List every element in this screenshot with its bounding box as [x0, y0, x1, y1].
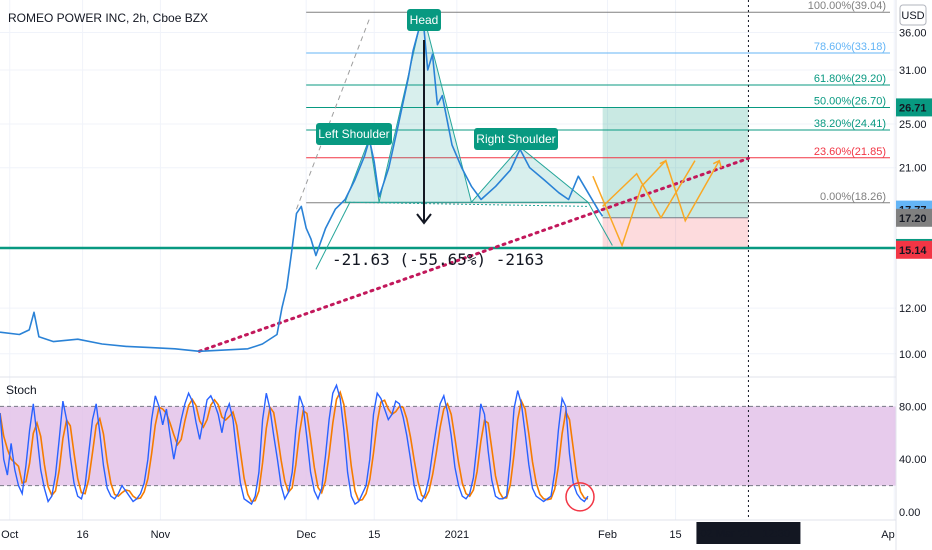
- price-tick-label: 31.00: [899, 65, 927, 77]
- time-tick-label: 16: [76, 529, 88, 541]
- left-shoulder-label-label: Left Shoulder: [318, 127, 389, 141]
- price-axis-label: 26.71: [896, 98, 932, 117]
- trend-line[interactable]: [197, 156, 750, 353]
- right-shoulder-label-label: Right Shoulder: [476, 132, 555, 146]
- right-shoulder-label[interactable]: Right Shoulder: [474, 128, 558, 150]
- price-tick-label: 36.00: [899, 28, 927, 40]
- stochastic-pane: [0, 383, 896, 512]
- left-shoulder-label-bg: [316, 123, 392, 145]
- time-axis-ticks: Oct 16 Nov Dec 15 2021 Feb 15 Ap: [1, 529, 895, 541]
- time-tick-label: Dec: [296, 529, 316, 541]
- neckline[interactable]: [345, 201, 589, 207]
- head-label[interactable]: Head: [407, 9, 441, 31]
- projection-arrowhead: [712, 159, 723, 168]
- annotations: Head Left Shoulder Right Shoulder -21.63 (-…: [316, 9, 558, 269]
- price-axis-label-text: 26.71: [899, 102, 927, 114]
- highlight-circle[interactable]: [565, 482, 595, 512]
- price-axis-label: 17.20: [896, 208, 932, 227]
- stoch-tick-label: 0.00: [899, 507, 920, 519]
- projection-path-primary[interactable]: [592, 159, 720, 248]
- extension-dashed-line[interactable]: [295, 18, 370, 210]
- time-tick-label: 15: [669, 529, 681, 541]
- head-label-bg: [407, 9, 441, 31]
- price-axis-label-text: 17.20: [899, 213, 927, 225]
- projection-path-secondary[interactable]: [602, 160, 696, 220]
- position-tool[interactable]: [602, 107, 749, 250]
- fib-level-label: 38.20%(24.41): [814, 118, 886, 130]
- chart-title: ROMEO POWER INC, 2h, Cboe BZX: [8, 11, 208, 25]
- price-axis-label-text: 15.14: [899, 245, 927, 257]
- measure-label: -21.63 (-55.65%) -2163: [332, 250, 544, 269]
- price-axis-ticks: 36.00 31.00 25.00 21.00 12.00 10.00 80.00 40.00…: [899, 28, 927, 519]
- fib-level-label: 61.80%(29.20): [814, 73, 886, 85]
- fibonacci-retracement[interactable]: 100.00%(39.04) 78.60%(33.18) 61.80%(29.20)…: [0, 0, 896, 250]
- price-axis-label-bg: [896, 240, 932, 259]
- head-label-label: Head: [410, 13, 439, 27]
- crosshair-time-label: 12:30: [762, 528, 790, 540]
- stoch-k-line: [0, 383, 589, 506]
- price-line: [0, 14, 604, 353]
- currency-button[interactable]: USD: [899, 4, 927, 26]
- time-tick-label: 15: [368, 529, 380, 541]
- fib-level-label: 78.60%(33.18): [814, 41, 886, 53]
- time-tick-label: 2021: [445, 529, 469, 541]
- fib-level-label: 0.00%(18.26): [820, 191, 886, 203]
- time-tick-label: Feb: [598, 529, 617, 541]
- position-loss-zone[interactable]: [602, 217, 749, 250]
- left-shoulder-label[interactable]: Left Shoulder: [316, 123, 392, 145]
- price-axis-label-bg: [896, 98, 932, 117]
- price-tick-label: 21.00: [899, 163, 927, 175]
- price-tick-label: 12.00: [899, 303, 927, 315]
- stoch-tick-label: 80.00: [899, 401, 927, 413]
- right-shoulder-label-bg: [474, 128, 558, 150]
- projection-path[interactable]: [592, 159, 723, 248]
- time-tick-label: Ap: [881, 529, 894, 541]
- price-axis-label: 15.14: [896, 240, 932, 259]
- price-axis[interactable]: [896, 0, 932, 550]
- time-tick-label: Nov: [151, 529, 171, 541]
- pattern-entry-leg: [315, 202, 351, 270]
- crosshair-date-label: 02 Mar '21: [700, 528, 752, 540]
- time-tick-label: Oct: [1, 529, 18, 541]
- fib-level-label: 100.00%(39.04): [808, 0, 886, 12]
- crosshair: 02 Mar '21 12:30: [696, 0, 801, 544]
- price-tick-label: 25.00: [899, 119, 927, 131]
- price-axis-label-bg: [896, 208, 932, 227]
- price-series: [0, 14, 604, 353]
- currency-label: USD: [901, 10, 924, 22]
- position-profit-zone[interactable]: [602, 107, 749, 218]
- head-and-shoulders-pattern[interactable]: [295, 12, 613, 270]
- fib-level-label: 50.00%(26.70): [814, 95, 886, 107]
- projection-arrowhead: [659, 159, 669, 168]
- fib-level-label: 23.60%(21.85): [814, 146, 886, 158]
- stoch-title: Stoch: [6, 383, 37, 397]
- crosshair-date-bg: [696, 522, 801, 544]
- price-tick-label: 10.00: [899, 349, 927, 361]
- dotted-trend-line[interactable]: [197, 156, 750, 353]
- measure-arrow-head: [416, 213, 432, 225]
- stoch-tick-label: 40.00: [899, 454, 927, 466]
- pattern-exit-leg: [587, 201, 613, 246]
